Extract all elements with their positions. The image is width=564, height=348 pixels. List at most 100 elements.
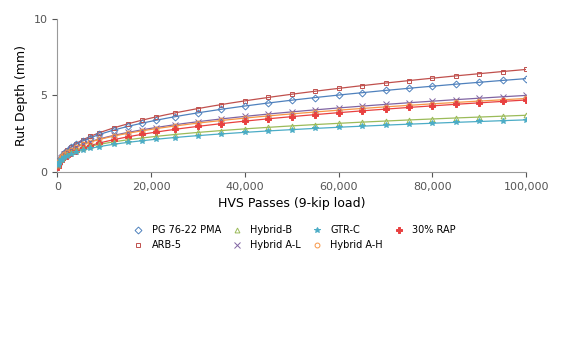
Hybrid-B <box>124 138 131 142</box>
GTR-C <box>55 162 61 166</box>
Hybrid A-L <box>218 117 225 121</box>
ARB-5 <box>110 126 117 130</box>
30% RAP <box>61 155 68 159</box>
Hybrid A-H <box>499 98 506 102</box>
Hybrid-B <box>429 117 436 121</box>
GTR-C <box>68 152 75 156</box>
ARB-5 <box>312 89 319 93</box>
Hybrid A-L <box>54 163 61 167</box>
PG 76-22 PMA <box>80 139 86 143</box>
GTR-C <box>359 124 365 128</box>
ARB-5 <box>56 158 63 163</box>
Hybrid-B <box>138 136 145 140</box>
Hybrid-B <box>110 140 117 144</box>
PG 76-22 PMA <box>288 98 295 102</box>
Hybrid A-H <box>171 124 178 128</box>
PG 76-22 PMA <box>171 115 178 119</box>
PG 76-22 PMA <box>452 82 459 86</box>
GTR-C <box>312 126 319 130</box>
30% RAP <box>56 161 63 165</box>
Hybrid A-H <box>335 108 342 112</box>
Hybrid A-L <box>55 161 61 165</box>
30% RAP <box>499 99 506 103</box>
GTR-C <box>96 144 103 149</box>
GTR-C <box>335 125 342 129</box>
ARB-5 <box>55 161 61 165</box>
Hybrid-B <box>312 122 319 127</box>
Hybrid-B <box>55 161 61 165</box>
Hybrid-B <box>452 116 459 120</box>
ARB-5 <box>171 111 178 115</box>
30% RAP <box>476 101 483 105</box>
Hybrid A-L <box>56 159 63 163</box>
GTR-C <box>57 158 64 162</box>
Hybrid-B <box>80 146 86 150</box>
Hybrid-B <box>54 163 61 167</box>
PG 76-22 PMA <box>96 132 103 136</box>
Hybrid-B <box>499 114 506 118</box>
Hybrid A-H <box>195 121 201 125</box>
Hybrid-B <box>218 128 225 133</box>
Hybrid A-H <box>59 155 65 159</box>
30% RAP <box>80 146 86 150</box>
Hybrid A-L <box>476 96 483 100</box>
Line: Hybrid A-L: Hybrid A-L <box>55 93 529 168</box>
ARB-5 <box>61 151 68 155</box>
GTR-C <box>195 134 201 138</box>
ARB-5 <box>73 142 80 146</box>
Hybrid-B <box>87 144 94 149</box>
GTR-C <box>138 139 145 143</box>
30% RAP <box>218 121 225 126</box>
Hybrid-B <box>68 150 75 154</box>
ARB-5 <box>406 78 412 82</box>
Hybrid A-H <box>382 105 389 109</box>
30% RAP <box>152 130 159 134</box>
GTR-C <box>152 137 159 141</box>
PG 76-22 PMA <box>359 90 365 95</box>
Hybrid A-L <box>96 137 103 141</box>
Hybrid A-L <box>382 102 389 106</box>
Hybrid A-H <box>265 114 272 118</box>
Hybrid A-H <box>523 96 530 101</box>
Hybrid A-H <box>63 150 70 155</box>
GTR-C <box>63 154 70 158</box>
30% RAP <box>54 165 61 169</box>
Legend: PG 76-22 PMA, ARB-5, Hybrid-B, Hybrid A-L, GTR-C, Hybrid A-H, 30% RAP: PG 76-22 PMA, ARB-5, Hybrid-B, Hybrid A-… <box>125 222 459 253</box>
PG 76-22 PMA <box>195 111 201 115</box>
GTR-C <box>56 160 63 164</box>
30% RAP <box>241 119 248 123</box>
PG 76-22 PMA <box>499 78 506 82</box>
Hybrid A-H <box>110 134 117 138</box>
Hybrid A-L <box>241 114 248 118</box>
Hybrid A-L <box>171 123 178 127</box>
Hybrid-B <box>59 156 65 160</box>
30% RAP <box>382 107 389 111</box>
ARB-5 <box>68 144 75 149</box>
Hybrid A-L <box>452 97 459 102</box>
Hybrid A-H <box>406 103 412 108</box>
Hybrid A-L <box>138 128 145 132</box>
Hybrid A-L <box>499 95 506 99</box>
Hybrid-B <box>195 130 201 135</box>
Hybrid A-L <box>406 101 412 105</box>
Line: Hybrid-B: Hybrid-B <box>55 113 528 167</box>
Hybrid A-L <box>87 140 94 144</box>
GTR-C <box>452 120 459 125</box>
Hybrid A-L <box>335 106 342 110</box>
Hybrid-B <box>523 113 530 117</box>
Hybrid-B <box>63 152 70 156</box>
PG 76-22 PMA <box>54 163 61 167</box>
GTR-C <box>80 148 86 152</box>
GTR-C <box>218 132 225 136</box>
ARB-5 <box>523 68 530 72</box>
Hybrid A-L <box>80 142 86 146</box>
GTR-C <box>499 119 506 123</box>
30% RAP <box>335 111 342 115</box>
ARB-5 <box>335 86 342 90</box>
30% RAP <box>359 109 365 113</box>
30% RAP <box>265 117 272 121</box>
30% RAP <box>55 163 61 167</box>
GTR-C <box>265 129 272 133</box>
Hybrid-B <box>335 121 342 125</box>
Y-axis label: Rut Depth (mm): Rut Depth (mm) <box>15 45 28 146</box>
